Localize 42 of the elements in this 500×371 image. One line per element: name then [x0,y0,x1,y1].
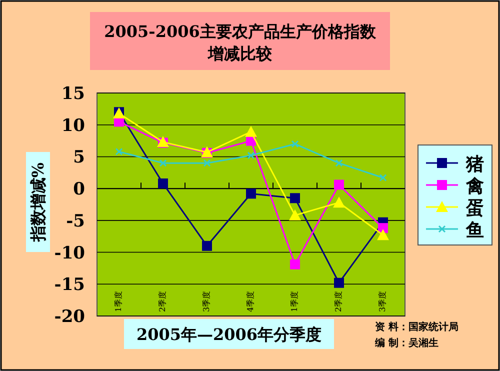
legend-label: 蛋 [465,198,484,219]
y-tick-label: 5 [73,148,85,168]
legend-label: 鱼 [465,220,484,241]
text: 编 制：吴湘生 [374,337,438,349]
point [289,209,301,220]
point [377,229,389,240]
x-tick-label: 3季度 [378,290,388,312]
point [334,278,344,288]
point [202,240,212,251]
y-tick-label: -5 [66,211,85,232]
y-axis-title: 指数增减% [28,162,48,243]
chart-title: 2005-2006主要农产品生产价格指数增减比较 [104,22,377,63]
point [245,126,257,137]
point [203,159,211,167]
y-tick-label: -20 [54,307,86,327]
y-tick-label: 0 [73,180,86,200]
point [334,180,344,190]
x-tick-label: 1季度 [290,290,300,312]
point [335,159,343,167]
point [158,178,168,188]
point [246,188,256,199]
point [290,259,300,270]
legend-label: 禽 [465,176,484,197]
y-tick-label: 10 [61,116,86,136]
x-tick-label: 2季度 [334,290,344,312]
x-tick-label: 1季度 [114,290,124,312]
x-tick-label: 4季度 [246,290,256,312]
y-tick-label: 15 [61,84,85,104]
y-tick-label: -10 [54,243,86,264]
legend-label: 猪 [465,154,484,175]
point [159,159,167,167]
point [290,193,300,204]
y-tick-label: -15 [54,275,85,296]
point [291,140,299,148]
point [379,174,387,182]
x-tick-label: 2季度 [158,290,168,312]
point [115,148,123,156]
point [333,196,345,208]
point [247,152,255,160]
x-tick-label: 3季度 [202,290,212,312]
x-axis-title: 2005年—2006年分季度 [136,325,322,344]
text: 资 料：国家统计局 [375,321,458,333]
